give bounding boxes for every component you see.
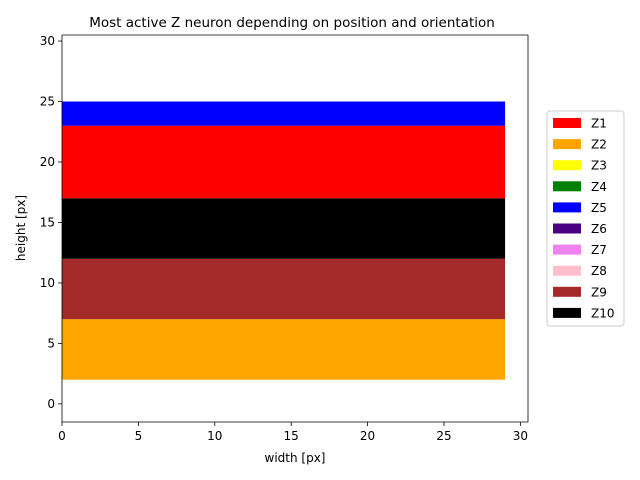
y-axis-ticks: 0 5 10 15 20 25 30 [40,34,62,411]
legend-swatch-z2 [553,139,581,150]
region-z10 [62,198,506,259]
legend-label-z8: Z8 [591,264,607,278]
legend: Z1 Z2 Z3 Z4 Z5 Z6 Z7 Z8 Z9 Z10 [546,110,625,327]
x-tick-label: 20 [360,429,375,443]
legend-label-z10: Z10 [591,306,615,320]
legend-label-z6: Z6 [591,222,607,236]
axes [61,34,529,423]
legend-label-z5: Z5 [591,201,607,215]
legend-label-z3: Z3 [591,159,607,173]
legend-swatch-z7 [553,244,581,255]
legend-label-z1: Z1 [591,117,607,131]
legend-swatch-z3 [553,160,581,171]
legend-swatch-z9 [553,286,581,297]
x-tick-label: 10 [207,429,222,443]
y-tick-label: 25 [40,95,55,109]
y-tick-label: 15 [40,215,55,229]
heatmap-regions [62,101,506,380]
y-tick-label: 10 [40,276,55,290]
x-tick-label: 0 [58,429,66,443]
x-axis-ticks: 0 5 10 15 20 25 30 [58,422,528,443]
legend-label-z9: Z9 [591,285,607,299]
x-tick-label: 5 [135,429,143,443]
x-tick-label: 15 [284,429,299,443]
region-z5 [62,101,506,126]
chart-title: Most active Z neuron depending on positi… [89,15,495,31]
legend-swatch-z1 [553,118,581,128]
y-axis-label: height [px] [14,195,28,261]
y-tick-label: 20 [40,155,55,169]
x-tick-label: 25 [436,429,451,443]
legend-swatch-z10 [553,307,581,318]
legend-label-z7: Z7 [591,243,607,257]
legend-label-z4: Z4 [591,180,607,194]
legend-swatch-z8 [553,265,581,276]
y-tick-label: 0 [47,397,55,411]
x-tick-label: 30 [513,429,528,443]
region-z9 [62,258,506,320]
y-tick-label: 5 [47,336,55,350]
y-tick-label: 30 [40,34,55,48]
legend-swatch-z4 [553,181,581,192]
legend-label-z2: Z2 [591,138,607,152]
legend-swatch-z6 [553,223,581,234]
region-z2 [62,319,506,380]
region-z1 [62,125,506,199]
x-axis-label: width [px] [265,451,326,465]
legend-swatch-z5 [553,202,581,213]
